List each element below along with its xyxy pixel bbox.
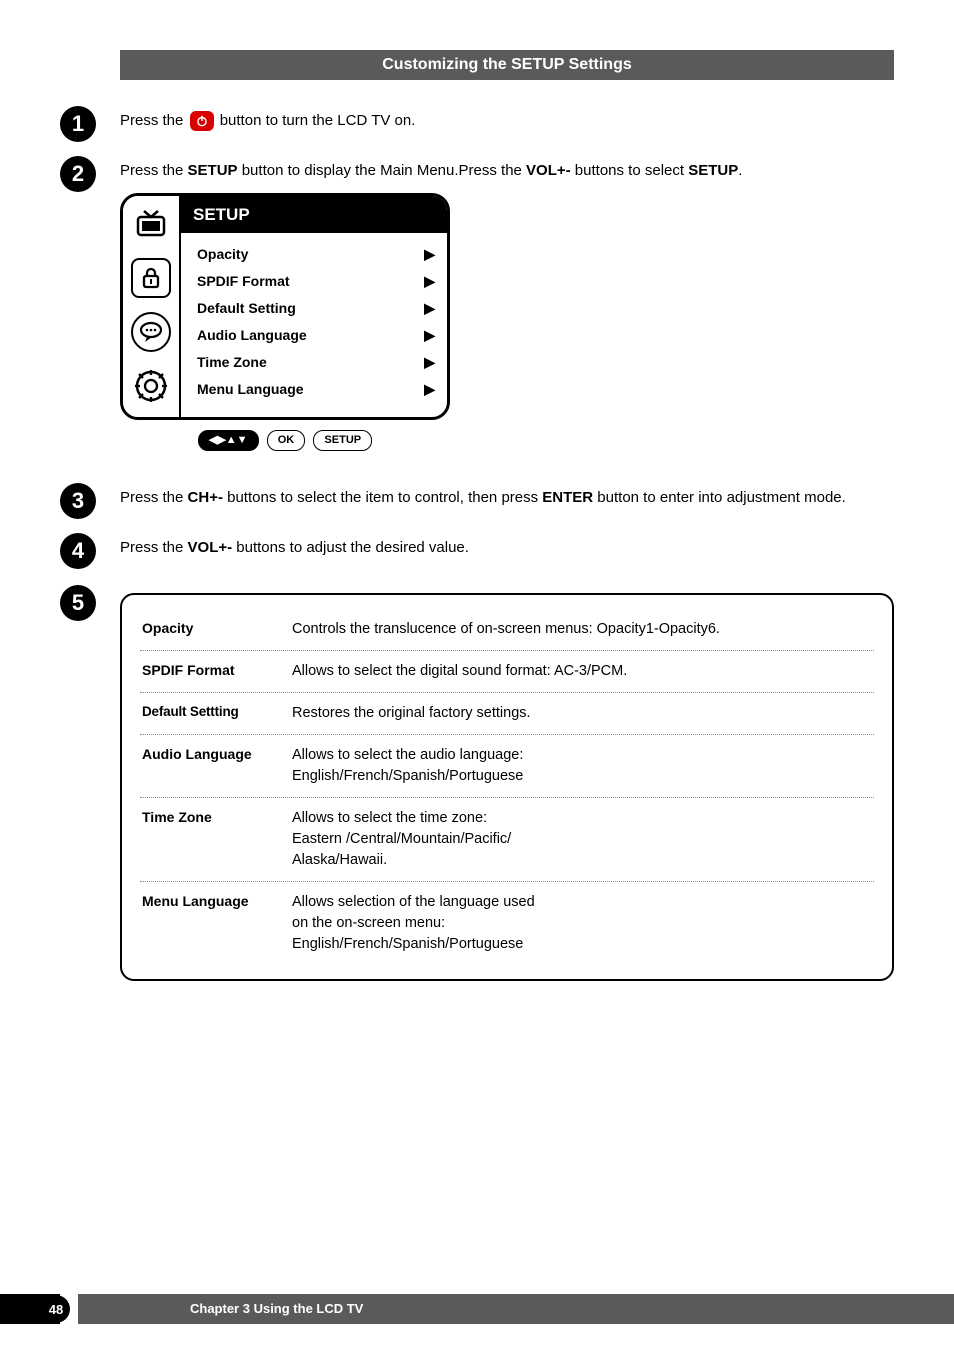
step-2-text: Press the SETUP button to display the Ma… (120, 160, 894, 469)
def-label: SPDIF Format (142, 661, 292, 682)
arrow-icon: ▶ (424, 244, 435, 265)
def-text: Allows selection of the language used on… (292, 892, 872, 955)
def-label: Audio Language (142, 745, 292, 787)
text: Press the (120, 539, 188, 556)
step-2: 2 Press the SETUP button to display the … (60, 160, 894, 469)
step-badge-3: 3 (60, 483, 96, 519)
def-row-opacity: Opacity Controls the translucence of on-… (140, 609, 874, 651)
menu-title: SETUP (181, 196, 447, 234)
def-row-default: Default Settting Restores the original f… (140, 693, 874, 735)
ok-pill: OK (267, 430, 306, 451)
menu-item-menu-lang: Menu Language ▶ (197, 376, 435, 403)
step-1: 1 Press the button to turn the LCD TV on… (60, 110, 894, 142)
setup-pill: SETUP (313, 430, 372, 451)
menu-item-label: Audio Language (197, 325, 307, 346)
menu-icon-column (123, 196, 181, 418)
setup-menu-graphic: SETUP Opacity ▶ SPDIF Format ▶ Default Set… (120, 193, 894, 459)
menu-item-audio-lang: Audio Language ▶ (197, 322, 435, 349)
menu-item-opacity: Opacity ▶ (197, 241, 435, 268)
text: . (738, 162, 742, 179)
text: buttons to select (571, 162, 689, 179)
gear-icon (129, 364, 173, 408)
step-badge-2: 2 (60, 156, 96, 192)
menu-item-default: Default Setting ▶ (197, 295, 435, 322)
menu-item-label: Default Setting (197, 298, 296, 319)
text: button to enter into adjustment mode. (593, 489, 846, 506)
menu-items-list: Opacity▶ SPDIF Format▶ Default Setting▶ … (181, 233, 447, 417)
text: button to turn the LCD TV on. (220, 112, 416, 129)
def-label: Default Settting (142, 703, 292, 724)
def-text: Restores the original factory settings. (292, 703, 872, 724)
arrow-icon: ▶ (424, 298, 435, 319)
step-1-text: Press the button to turn the LCD TV on. (120, 110, 894, 133)
arrow-icon: ▶ (424, 379, 435, 400)
step-badge-1: 1 (60, 106, 96, 142)
text: button to display the Main Menu.Press th… (238, 162, 527, 179)
step-5: 5 Opacity Controls the translucence of o… (60, 589, 894, 981)
section-header: Customizing the SETUP Settings (120, 50, 894, 80)
text-bold: VOL+- (188, 539, 233, 556)
nav-pill: ◀▶▲▼ (198, 430, 259, 451)
def-text: Allows to select the audio language: Eng… (292, 745, 872, 787)
def-label: Opacity (142, 619, 292, 640)
cc-icon (131, 312, 171, 352)
arrow-icon: ▶ (424, 271, 435, 292)
def-text: Controls the translucence of on-screen m… (292, 619, 872, 640)
text-bold: SETUP (188, 162, 238, 179)
text-bold: CH+- (188, 489, 223, 506)
menu-item-timezone: Time Zone ▶ (197, 349, 435, 376)
step-3: 3 Press the CH+- buttons to select the i… (60, 487, 894, 519)
menu-item-label: Time Zone (197, 352, 267, 373)
page-number: 48 (42, 1295, 70, 1323)
menu-item-label: SPDIF Format (197, 271, 290, 292)
arrow-icon: ▶ (424, 325, 435, 346)
text-bold: VOL+- (526, 162, 571, 179)
menu-footer: ◀▶▲▼ OK SETUP (120, 420, 450, 459)
menu-item-spdif: SPDIF Format ▶ (197, 268, 435, 295)
page-footer: 48 Chapter 3 Using the LCD TV (0, 1294, 954, 1324)
arrow-icon: ▶ (424, 352, 435, 373)
menu-item-label: Menu Language (197, 379, 304, 400)
def-label: Time Zone (142, 808, 292, 871)
def-row-menu-lang: Menu Language Allows selection of the la… (140, 882, 874, 965)
definitions-box: Opacity Controls the translucence of on-… (120, 593, 894, 981)
power-icon (190, 111, 214, 131)
text: Press the (120, 112, 188, 129)
def-row-audio-lang: Audio Language Allows to select the audi… (140, 735, 874, 798)
def-label: Menu Language (142, 892, 292, 955)
text: buttons to select the item to control, t… (223, 489, 542, 506)
step-4-text: Press the VOL+- buttons to adjust the de… (120, 537, 894, 560)
def-text: Allows to select the time zone: Eastern … (292, 808, 872, 871)
menu-item-label: Opacity (197, 244, 248, 265)
step-badge-5: 5 (60, 585, 96, 621)
lock-icon (131, 258, 171, 298)
text: Press the (120, 162, 188, 179)
text-bold: ENTER (542, 489, 593, 506)
tv-icon (129, 202, 173, 246)
step-badge-4: 4 (60, 533, 96, 569)
text: buttons to adjust the desired value. (232, 539, 469, 556)
def-row-timezone: Time Zone Allows to select the time zone… (140, 798, 874, 882)
chapter-label: Chapter 3 Using the LCD TV (190, 1294, 363, 1324)
step-4: 4 Press the VOL+- buttons to adjust the … (60, 537, 894, 569)
step-3-text: Press the CH+- buttons to select the ite… (120, 487, 894, 510)
text: Press the (120, 489, 188, 506)
def-row-spdif: SPDIF Format Allows to select the digita… (140, 651, 874, 693)
text-bold: SETUP (688, 162, 738, 179)
def-text: Allows to select the digital sound forma… (292, 661, 872, 682)
